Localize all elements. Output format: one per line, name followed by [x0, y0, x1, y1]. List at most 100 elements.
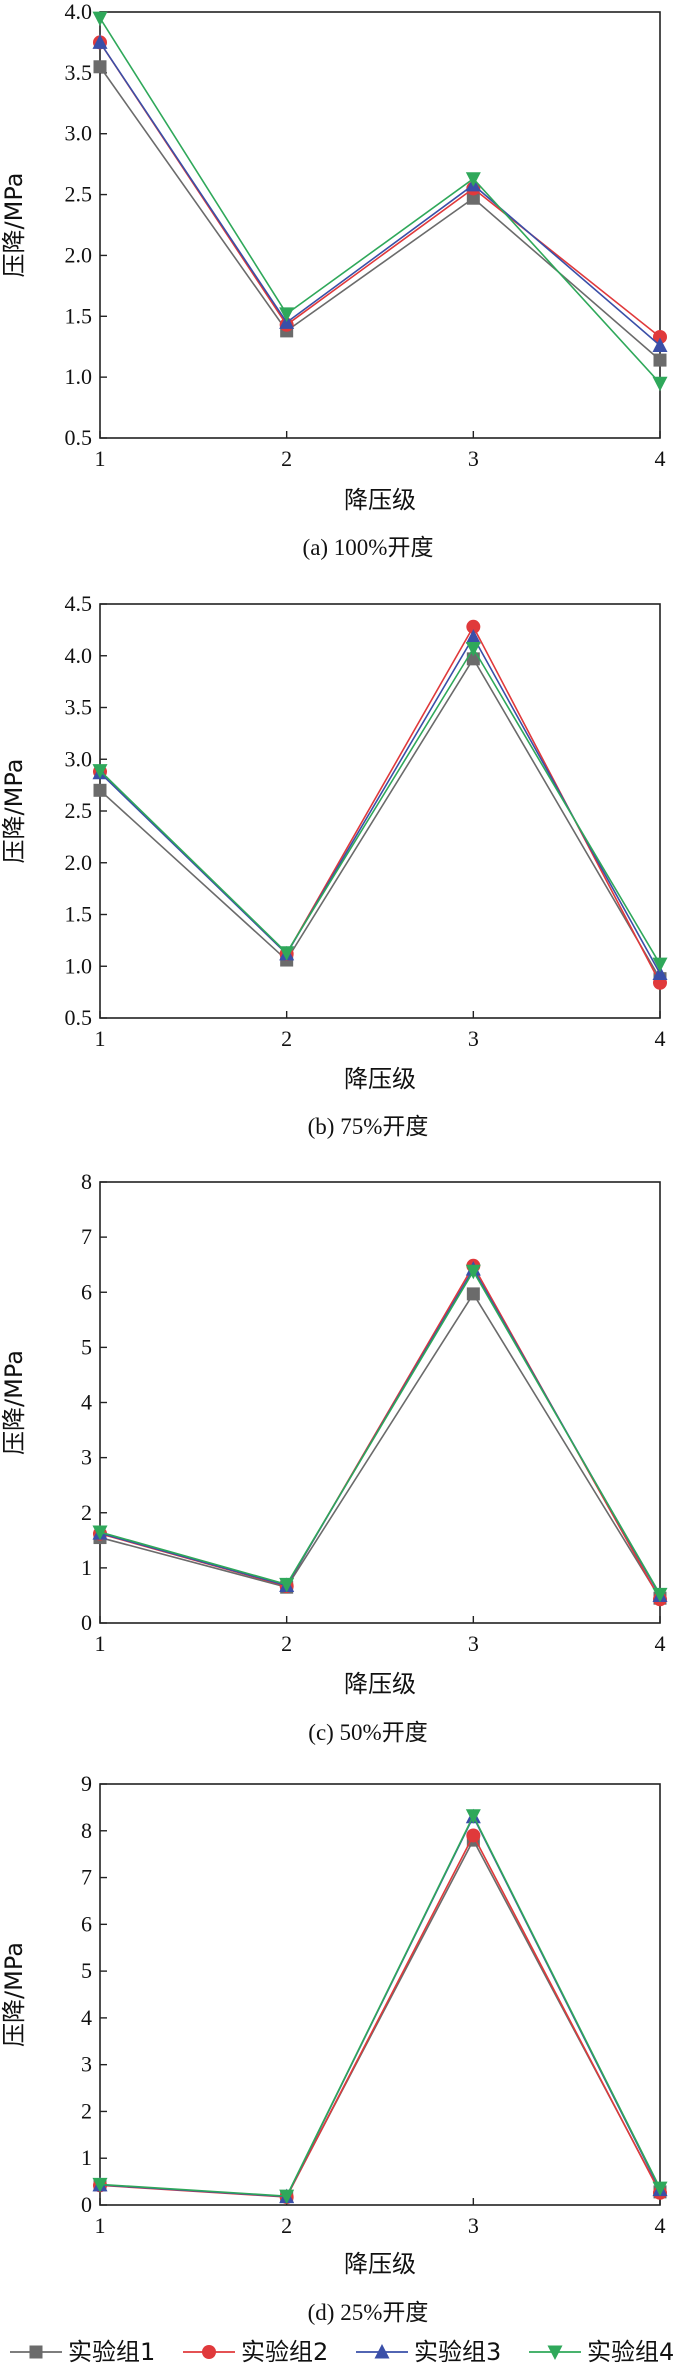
y-tick-label: 2 [81, 1500, 92, 1525]
panel-caption: (d) 25%开度 [308, 2300, 429, 2325]
y-tick-label: 5 [81, 1958, 92, 1983]
y-tick-label: 2.0 [65, 850, 93, 875]
plot-frame [99, 603, 661, 1019]
x-tick-label: 3 [468, 1026, 479, 1051]
y-tick-label: 4.0 [65, 643, 93, 668]
series-3 [92, 34, 668, 352]
data-point [279, 2189, 295, 2205]
data-point [92, 34, 108, 49]
x-tick-label: 1 [95, 1026, 106, 1051]
x-tick-label: 4 [655, 446, 666, 471]
series-line [99, 657, 661, 980]
x-tick-label: 4 [655, 1631, 666, 1656]
data-point [466, 191, 480, 205]
data-point [652, 337, 668, 352]
series-4 [92, 1809, 668, 2205]
y-tick-label: 3 [81, 2052, 92, 2077]
y-axis-title: 压降/MPa [0, 1350, 28, 1455]
data-point [465, 172, 481, 187]
data-point [93, 60, 107, 74]
data-point [465, 629, 481, 644]
x-tick-label: 1 [95, 2213, 106, 2238]
y-tick-label: 4 [81, 1390, 92, 1415]
y-tick-label: 1.5 [65, 902, 93, 927]
series-line [99, 625, 661, 984]
panel-caption: (c) 50%开度 [308, 1720, 427, 1745]
x-axis-title: 降压级 [344, 486, 416, 514]
y-tick-label: 4.0 [65, 0, 93, 24]
y-axis-title: 压降/MPa [0, 759, 28, 864]
x-tick-label: 1 [95, 1631, 106, 1656]
x-tick-label: 2 [281, 1631, 292, 1656]
y-tick-label: 7 [81, 1224, 92, 1249]
legend: 实验组1 实验组2 实验组3 实验组4 [10, 2338, 674, 2366]
y-axis-title: 压降/MPa [0, 173, 28, 278]
y-tick-label: 9 [81, 1771, 92, 1796]
y-tick-label: 7 [81, 1865, 92, 1890]
y-tick-label: 0.5 [65, 425, 93, 450]
y-tick-label: 4.5 [65, 591, 93, 616]
y-tick-label: 5 [81, 1334, 92, 1359]
y-tick-label: 0 [81, 2192, 92, 2217]
panel-caption: (a) 100%开度 [303, 535, 434, 560]
series-2 [93, 619, 667, 990]
x-tick-label: 2 [281, 1026, 292, 1051]
series-4 [92, 11, 668, 392]
data-point [92, 764, 108, 779]
y-tick-label: 0 [81, 1610, 92, 1635]
data-point [653, 353, 667, 367]
legend-marker [202, 2345, 216, 2359]
legend-label: 实验组2 [241, 2338, 328, 2366]
data-point [466, 619, 481, 634]
series-line [99, 635, 661, 974]
y-axis-title: 压降/MPa [0, 1942, 28, 2047]
series-line [99, 1833, 661, 2198]
data-point [652, 1587, 668, 1603]
y-tick-label: 1.0 [65, 364, 93, 389]
y-tick-label: 6 [81, 1911, 92, 1936]
series-2 [93, 1828, 667, 2205]
x-tick-label: 2 [281, 446, 292, 471]
data-point [92, 1525, 108, 1541]
legend-label: 实验组1 [68, 2338, 155, 2366]
data-point [652, 376, 668, 392]
series-line [99, 1814, 661, 2197]
series-1 [93, 652, 667, 986]
data-point [652, 965, 668, 980]
series-line [99, 1267, 661, 1596]
data-point [652, 957, 668, 973]
data-point [279, 1577, 295, 1593]
y-tick-label: 8 [81, 1818, 92, 1843]
legend-label: 实验组4 [587, 2338, 674, 2366]
x-tick-label: 4 [655, 2213, 666, 2238]
series-3 [92, 629, 668, 980]
series-line [99, 66, 661, 361]
x-axis-title: 降压级 [344, 1670, 416, 1698]
series-1 [93, 60, 667, 367]
y-tick-label: 3 [81, 1445, 92, 1470]
chart-panel-2: 0.5 1.0 1.5 2.0 2.5 3.0 3.5 4.0 4.5 1 2 3 4 压降/MPa 降压级… [0, 591, 668, 1139]
series-3 [92, 1261, 668, 1602]
data-point [466, 1287, 480, 1301]
y-tick-label: 3.5 [65, 695, 93, 720]
y-tick-label: 1 [81, 1555, 92, 1580]
data-point [92, 2177, 108, 2193]
x-tick-label: 1 [95, 446, 106, 471]
data-point [92, 11, 108, 27]
data-point [466, 652, 480, 666]
data-point [279, 307, 295, 322]
plot-frame [99, 11, 661, 439]
series-1 [93, 1287, 667, 1605]
y-tick-label: 1.5 [65, 303, 93, 328]
y-tick-label: 0.5 [65, 1005, 93, 1030]
x-tick-label: 3 [468, 446, 479, 471]
series-line [99, 1269, 661, 1595]
y-tick-label: 3.5 [65, 60, 93, 85]
series-4 [92, 642, 668, 973]
x-axis-title: 降压级 [344, 1065, 416, 1093]
series-1 [93, 1833, 667, 2204]
legend-marker [547, 2345, 563, 2360]
y-tick-label: 4 [81, 2005, 92, 2030]
